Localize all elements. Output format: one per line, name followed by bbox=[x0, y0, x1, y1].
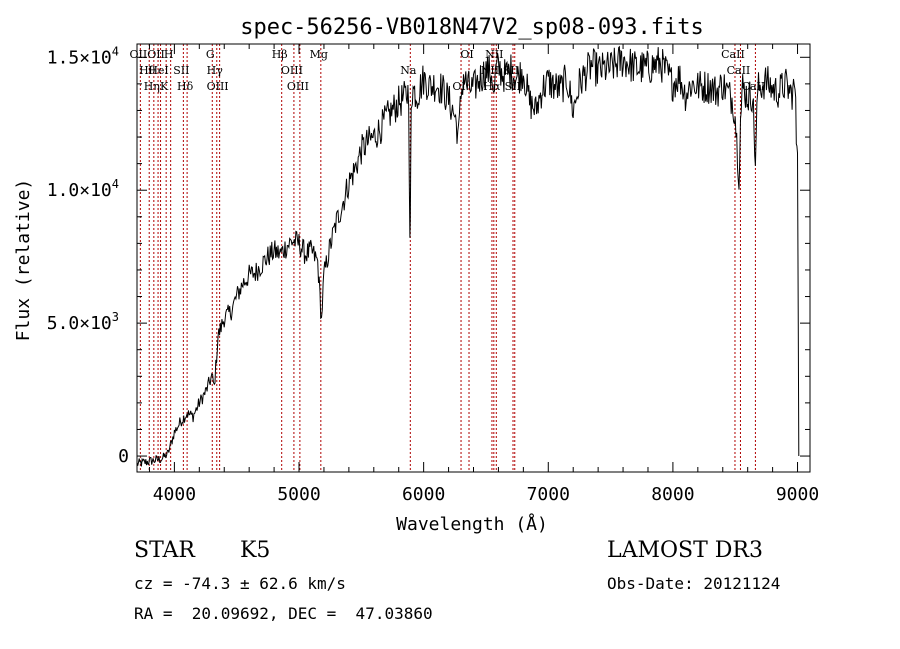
y-tick-label: 1.5×104 bbox=[47, 44, 119, 68]
line-marker-label: K bbox=[160, 80, 169, 93]
line-marker-label: Hβ bbox=[272, 48, 288, 61]
spectrum-line bbox=[136, 45, 800, 467]
line-marker-label: OIII bbox=[281, 64, 303, 77]
line-marker-label: OII bbox=[147, 48, 165, 61]
y-axis-label: Flux (relative) bbox=[13, 179, 34, 342]
line-marker-label: Hθ bbox=[139, 64, 156, 77]
x-tick-label: 5000 bbox=[277, 484, 320, 505]
plot-frame bbox=[136, 43, 811, 473]
line-marker-label: SII bbox=[173, 64, 189, 77]
y-tick-label: 0 bbox=[118, 446, 129, 467]
y-axis: 0 5.0×103 1.0×104 1.5×104 bbox=[47, 44, 810, 467]
spectrum-chart: spec-56256-VB018N47V2_sp08-093.fits OIIH… bbox=[13, 15, 819, 535]
object-class: STAR bbox=[134, 538, 195, 563]
line-marker-label: OI bbox=[460, 48, 473, 61]
x-tick-label: 6000 bbox=[402, 484, 445, 505]
y-tick-label: 5.0×103 bbox=[47, 310, 119, 334]
x-tick-label: 7000 bbox=[527, 484, 570, 505]
line-marker-label: Mg bbox=[310, 48, 328, 61]
line-marker-label: Hδ bbox=[177, 80, 194, 93]
line-marker-label: CaII bbox=[727, 64, 751, 77]
x-tick-label: 4000 bbox=[153, 484, 196, 505]
line-marker-label: G bbox=[206, 48, 215, 61]
x-axis: 4000 5000 6000 7000 8000 9000 bbox=[148, 44, 819, 505]
x-tick-label: 9000 bbox=[776, 484, 819, 505]
line-marker-label: NII bbox=[485, 48, 503, 61]
survey-name: LAMOST DR3 bbox=[607, 538, 763, 563]
line-marker-label: OIII bbox=[207, 80, 229, 93]
line-marker-label: HeI bbox=[148, 64, 168, 77]
spectral-line-markers bbox=[139, 44, 756, 472]
coordinates: RA = 20.09692, DEC = 47.03860 bbox=[134, 604, 433, 623]
x-tick-label: 8000 bbox=[651, 484, 694, 505]
x-axis-label: Wavelength (Å) bbox=[396, 513, 548, 535]
line-marker-label: OII bbox=[130, 48, 148, 61]
object-subclass: K5 bbox=[240, 538, 271, 563]
redshift-info: cz = -74.3 ± 62.6 km/s bbox=[134, 574, 346, 593]
y-tick-label: 1.0×104 bbox=[47, 177, 119, 201]
observation-date: Obs-Date: 20121124 bbox=[607, 574, 781, 593]
line-marker-label: OIII bbox=[287, 80, 309, 93]
line-marker-label: Na bbox=[400, 64, 417, 77]
line-marker-label: CaII bbox=[721, 48, 745, 61]
line-marker-label: Hγ bbox=[207, 64, 224, 77]
chart-title: spec-56256-VB018N47V2_sp08-093.fits bbox=[240, 15, 704, 40]
line-marker-label: H bbox=[164, 48, 174, 61]
line-marker-label: Hη bbox=[144, 80, 160, 93]
